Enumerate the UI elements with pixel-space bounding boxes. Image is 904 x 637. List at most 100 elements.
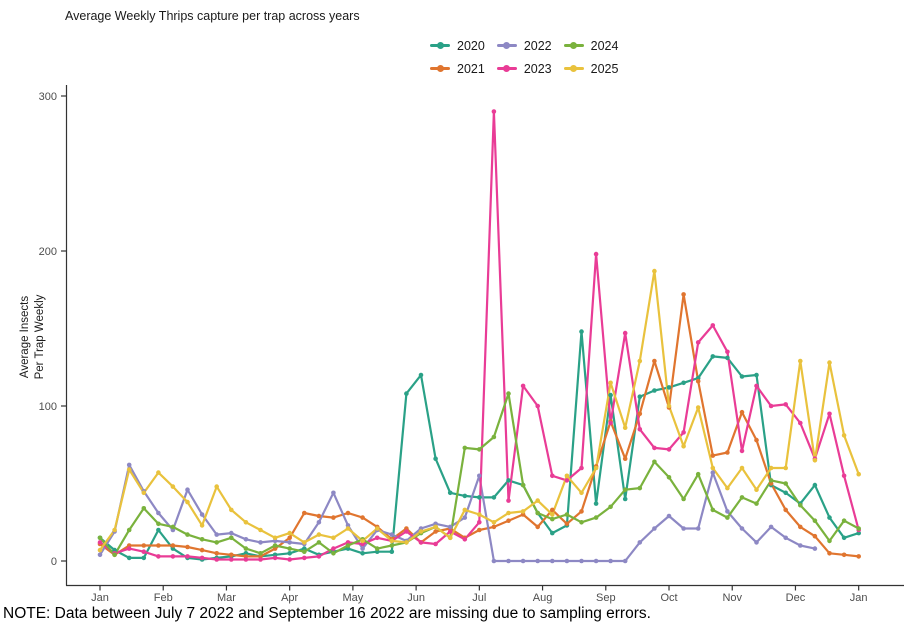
data-point (185, 554, 190, 559)
data-point (433, 456, 438, 462)
data-point (535, 498, 540, 503)
data-point (856, 554, 861, 559)
data-point (681, 430, 686, 435)
x-tick-label: Jan (91, 592, 109, 604)
data-point (287, 540, 293, 545)
data-point (564, 512, 570, 517)
legend-key-icon (496, 65, 517, 72)
data-point (812, 458, 818, 463)
x-tick-label: Nov (722, 592, 742, 604)
data-point (404, 391, 409, 396)
data-point (827, 360, 832, 365)
data-point (550, 516, 555, 522)
data-point (331, 546, 336, 551)
data-point (506, 391, 511, 396)
data-point (564, 478, 570, 483)
data-point (360, 538, 365, 544)
data-point (754, 383, 759, 389)
x-tick-label: Feb (154, 592, 173, 604)
y-axis-title: Average Insects Per Trap Weekly (18, 237, 48, 437)
x-tick-label: Oct (660, 592, 677, 604)
legend-key-icon (496, 42, 517, 49)
data-point (841, 518, 847, 523)
data-point (462, 445, 468, 451)
data-point (710, 507, 716, 513)
data-point (725, 509, 730, 514)
data-point (754, 501, 759, 506)
data-point (258, 527, 263, 533)
data-point (199, 547, 205, 553)
data-point (535, 510, 540, 516)
y-tick-label: 100 (39, 401, 57, 413)
data-point (199, 512, 205, 517)
data-point (812, 533, 818, 539)
data-point (214, 484, 219, 489)
data-point (170, 543, 176, 548)
data-point (477, 520, 482, 525)
x-tick-label: Jun (407, 592, 425, 604)
data-point (783, 402, 788, 407)
data-point (608, 380, 613, 386)
data-point (506, 510, 511, 516)
data-point (316, 532, 322, 537)
data-point (637, 540, 643, 545)
data-point (491, 434, 497, 440)
data-point (695, 378, 701, 384)
legend-item-2021: 2021 (430, 62, 485, 76)
data-point (506, 518, 511, 523)
data-point (856, 471, 861, 477)
data-point (316, 520, 322, 525)
data-point (331, 515, 336, 520)
data-point (272, 555, 278, 561)
data-point (681, 380, 686, 386)
data-point (126, 527, 132, 533)
y-tick-label: 300 (39, 91, 57, 103)
data-point (477, 495, 482, 500)
data-point (695, 526, 701, 531)
data-point (637, 394, 643, 400)
data-point (783, 465, 788, 471)
data-point (141, 543, 147, 548)
y-tick-label: 0 (51, 556, 57, 568)
data-point (491, 524, 497, 530)
series-line-2020 (98, 330, 860, 561)
x-tick-label: Aug (533, 592, 553, 604)
legend-label: 2023 (523, 61, 552, 76)
data-point (316, 513, 322, 519)
legend-key-icon (563, 42, 584, 49)
data-point (593, 515, 599, 520)
data-point (418, 372, 424, 378)
data-point (725, 515, 730, 520)
data-point (681, 444, 686, 449)
data-point (331, 490, 336, 496)
x-tick-label: Mar (217, 592, 236, 604)
data-point (695, 340, 701, 345)
data-point (287, 551, 293, 556)
data-point (214, 557, 219, 562)
data-point (389, 532, 395, 537)
data-point (506, 498, 511, 503)
data-point (360, 551, 365, 556)
data-point (156, 510, 161, 516)
data-point (360, 515, 365, 520)
data-point (97, 552, 103, 558)
legend-item-2024: 2024 (563, 39, 618, 53)
data-point (374, 535, 380, 541)
data-point (579, 329, 584, 334)
data-point (608, 392, 613, 398)
data-point (112, 552, 117, 558)
data-point (302, 540, 307, 545)
data-point (404, 540, 409, 545)
chart-title: Average Weekly Thrips capture per trap a… (65, 9, 360, 23)
data-point (622, 456, 628, 462)
data-point (302, 555, 307, 561)
data-point (535, 403, 540, 409)
missing-data-note: NOTE: Data between July 7 2022 and Septe… (3, 605, 651, 622)
data-point (462, 493, 468, 499)
data-point (374, 546, 380, 551)
data-point (141, 506, 147, 511)
x-tick-label: Apr (281, 592, 298, 604)
data-point (754, 540, 759, 545)
data-point (520, 509, 526, 514)
data-point (798, 543, 803, 548)
